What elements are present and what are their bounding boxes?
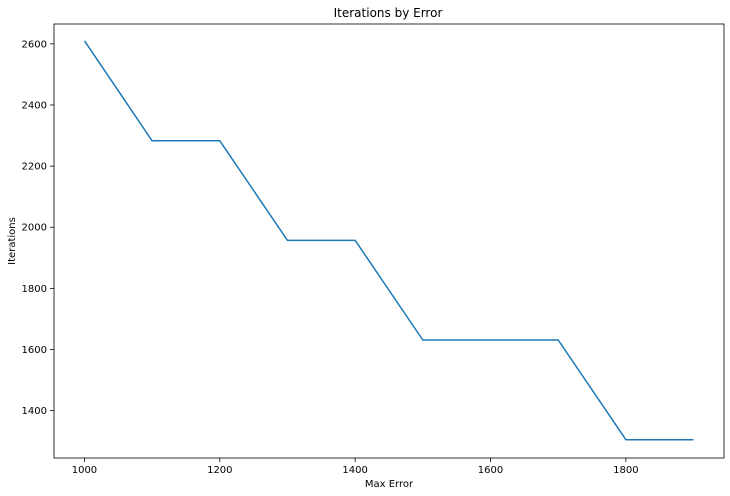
x-tick-label: 1000: [72, 465, 97, 476]
x-tick-label: 1600: [478, 465, 503, 476]
y-tick-label: 2200: [22, 162, 47, 173]
y-axis-label: Iterations: [7, 217, 18, 265]
chart-title: Iterations by Error: [334, 6, 443, 20]
y-tick-label: 1800: [22, 284, 47, 295]
x-tick-label: 1800: [613, 465, 638, 476]
x-tick-label: 1400: [342, 465, 367, 476]
y-tick-label: 2000: [22, 223, 47, 234]
y-tick-label: 1400: [22, 406, 47, 417]
plot-frame: [53, 23, 725, 459]
x-axis-label: Max Error: [365, 479, 414, 490]
y-tick-label: 2400: [22, 100, 47, 111]
y-tick-label: 1600: [22, 345, 47, 356]
x-tick-label: 1200: [207, 465, 232, 476]
series-line-1: [83, 40, 694, 441]
x-axis: 1000 1200 1400 1600 1800: [72, 458, 639, 476]
series-layer: [83, 40, 694, 441]
y-tick-label: 2600: [22, 39, 47, 50]
y-axis: 1400 1600 1800 2000 2200 2400 2600: [22, 39, 54, 417]
